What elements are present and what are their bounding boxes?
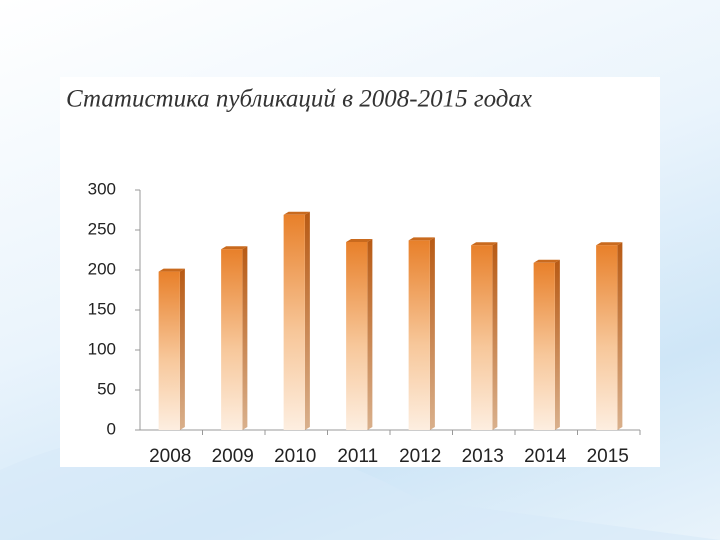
x-tick-label: 2010 bbox=[274, 446, 316, 467]
y-tick-label: 0 bbox=[107, 419, 116, 438]
bar-side bbox=[617, 242, 623, 430]
bar bbox=[221, 249, 243, 430]
x-tick-label: 2012 bbox=[399, 446, 441, 467]
bar-top bbox=[158, 268, 185, 272]
bar-side bbox=[492, 242, 498, 430]
y-tick-label: 250 bbox=[88, 219, 116, 238]
bar bbox=[471, 245, 493, 430]
x-tick-label: 2009 bbox=[212, 446, 254, 467]
bar-side bbox=[304, 211, 310, 430]
bar bbox=[596, 245, 618, 430]
bar-top bbox=[346, 239, 373, 242]
x-tick-label: 2013 bbox=[462, 446, 504, 467]
bar-top bbox=[221, 246, 248, 250]
y-tick-label: 300 bbox=[88, 179, 116, 198]
bar-top bbox=[471, 242, 498, 246]
bar-top bbox=[408, 237, 435, 241]
bar bbox=[158, 271, 180, 430]
bar-side bbox=[179, 268, 185, 430]
bar bbox=[533, 262, 555, 430]
y-tick-label: 100 bbox=[88, 339, 116, 358]
bar-side bbox=[554, 259, 560, 430]
y-tick-label: 150 bbox=[88, 299, 116, 318]
bar-side bbox=[242, 246, 248, 430]
x-tick-label: 2015 bbox=[587, 446, 629, 467]
bar-side bbox=[367, 239, 373, 430]
bar-top bbox=[283, 211, 310, 215]
bar bbox=[408, 240, 430, 430]
x-tick-label: 2011 bbox=[337, 446, 378, 467]
bar-top bbox=[533, 259, 560, 263]
x-tick-label: 2008 bbox=[149, 446, 191, 467]
y-tick-label: 200 bbox=[88, 259, 116, 278]
bar bbox=[283, 214, 305, 430]
bar-side bbox=[429, 237, 435, 430]
x-tick-label: 2014 bbox=[524, 446, 567, 467]
bar-top bbox=[596, 242, 623, 246]
y-tick-label: 50 bbox=[97, 379, 116, 398]
bar bbox=[346, 242, 368, 430]
chart-title: Статистика публикаций в 2008-2015 годах bbox=[66, 86, 532, 113]
